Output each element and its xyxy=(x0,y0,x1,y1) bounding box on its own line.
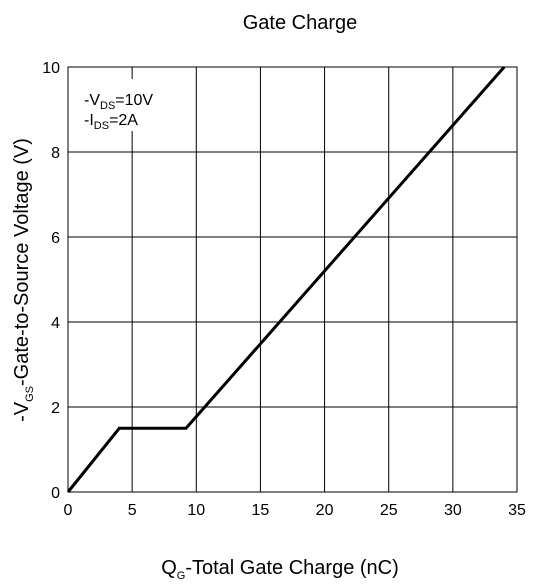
x-tick-label-25: 25 xyxy=(380,502,398,519)
y-tick-label-10: 10 xyxy=(42,60,60,77)
y-axis-label: -VGS-Gate-to-Source Voltage (V) xyxy=(11,138,36,422)
y-axis-ticks: 0 2 4 6 8 10 xyxy=(42,60,60,502)
plot-area-frame xyxy=(67,66,518,493)
x-tick-label-30: 30 xyxy=(444,502,462,519)
x-axis-label: QG-Total Gate Charge (nC) xyxy=(161,557,399,582)
condition-ids: -IDS=2A xyxy=(84,112,138,132)
y-tick-label-0: 0 xyxy=(51,485,60,502)
series-line-0 xyxy=(66,66,506,493)
legend-box xyxy=(79,79,133,131)
y-tick-label-6: 6 xyxy=(51,230,60,247)
x-tick-label-5: 5 xyxy=(128,502,137,519)
y-tick-label-8: 8 xyxy=(51,145,60,162)
x-axis-ticks: 0 5 10 15 20 25 30 35 xyxy=(64,502,526,519)
x-tick-label-0: 0 xyxy=(64,502,73,519)
x-tick-label-35: 35 xyxy=(508,502,526,519)
chart-title: Gate Charge xyxy=(243,12,358,34)
condition-vds: -VDS=10V xyxy=(84,92,153,112)
x-tick-label-20: 20 xyxy=(316,502,334,519)
x-tick-label-10: 10 xyxy=(187,502,205,519)
y-tick-label-2: 2 xyxy=(51,400,60,417)
series-group xyxy=(66,66,506,493)
y-tick-label-4: 4 xyxy=(51,315,60,332)
grid-lines xyxy=(68,67,517,492)
x-tick-label-15: 15 xyxy=(252,502,270,519)
